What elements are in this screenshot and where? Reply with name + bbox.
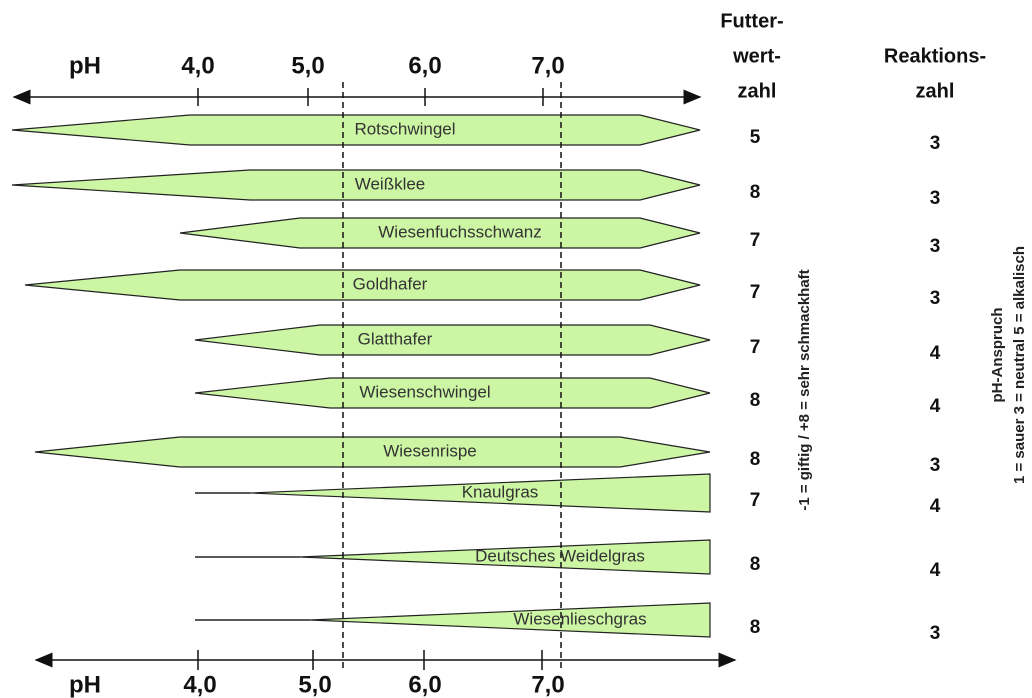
bottom-axis — [34, 650, 737, 670]
reaktion: 4 — [930, 496, 941, 517]
tick-label: 5,0 — [291, 52, 324, 79]
tick-label: 7,0 — [531, 52, 564, 79]
tick-label: 6,0 — [408, 671, 441, 698]
tolerance-shape — [11, 169, 701, 201]
species-name: Wiesenlieschgras — [513, 609, 646, 628]
futterwert: 8 — [750, 554, 761, 575]
tolerance-shape — [34, 436, 711, 468]
reaktion: 3 — [930, 133, 941, 154]
reaktion: 3 — [930, 236, 941, 257]
tick-label: 4,0 — [181, 52, 214, 79]
reaktion: 3 — [930, 623, 941, 644]
species-name: Rotschwingel — [354, 119, 455, 138]
species-name: Wiesenfuchsschwanz — [378, 222, 541, 241]
species-name: Wiesenschwingel — [359, 382, 490, 401]
column-header: wert- — [732, 45, 781, 67]
species-name: Wiesenrispe — [383, 441, 477, 460]
column-header: zahl — [916, 80, 955, 102]
column-header: Reaktions- — [884, 45, 986, 67]
futterwert: 8 — [750, 182, 761, 203]
reaktion: 4 — [930, 396, 941, 417]
tick-label: 7,0 — [531, 671, 564, 698]
tolerance-shape — [194, 377, 711, 409]
reaktion: 4 — [930, 343, 941, 364]
tolerance-shape — [179, 217, 701, 249]
futterwert: 5 — [750, 127, 761, 148]
tick-label: 5,0 — [298, 671, 331, 698]
reaktion: 4 — [930, 560, 941, 581]
dashed-lines — [342, 82, 562, 672]
reaktion: 3 — [930, 455, 941, 476]
species-name: Weißklee — [355, 174, 426, 193]
tick-label: 6,0 — [408, 52, 441, 79]
futterwert: 7 — [750, 282, 761, 303]
tolerance-shape — [249, 473, 711, 513]
reaktion: 3 — [930, 188, 941, 209]
column-header: Futter- — [720, 10, 783, 32]
note: pH-Anspruch — [989, 308, 1006, 403]
futterwert: 7 — [750, 337, 761, 358]
futterwert: 7 — [750, 490, 761, 511]
top-axis — [12, 88, 702, 106]
column-header: zahl — [738, 80, 777, 102]
tolerance-shape — [299, 539, 711, 575]
note: 1 = sauer 3 = neutral 5 = alkalisch — [1011, 246, 1028, 484]
axis-label: pH — [69, 52, 101, 79]
species-name: Glatthafer — [358, 329, 433, 348]
reaktion: 3 — [930, 288, 941, 309]
species-name: Knaulgras — [462, 482, 539, 501]
note: -1 = giftig / +8 = sehr schmackhaft — [796, 269, 813, 510]
tolerance-shape — [11, 114, 701, 146]
species-name: Goldhafer — [353, 274, 428, 293]
tolerance-shape — [309, 602, 711, 638]
futterwert: 8 — [750, 390, 761, 411]
tolerance-shapes — [11, 114, 711, 638]
tick-label: 4,0 — [183, 671, 216, 698]
futterwert: 7 — [750, 230, 761, 251]
futterwert: 8 — [750, 449, 761, 470]
axis-label: pH — [69, 671, 101, 698]
tolerance-shape — [194, 324, 711, 356]
futterwert: 8 — [750, 617, 761, 638]
tolerance-shape — [24, 269, 701, 301]
species-name: Deutsches Weidelgras — [475, 546, 645, 565]
